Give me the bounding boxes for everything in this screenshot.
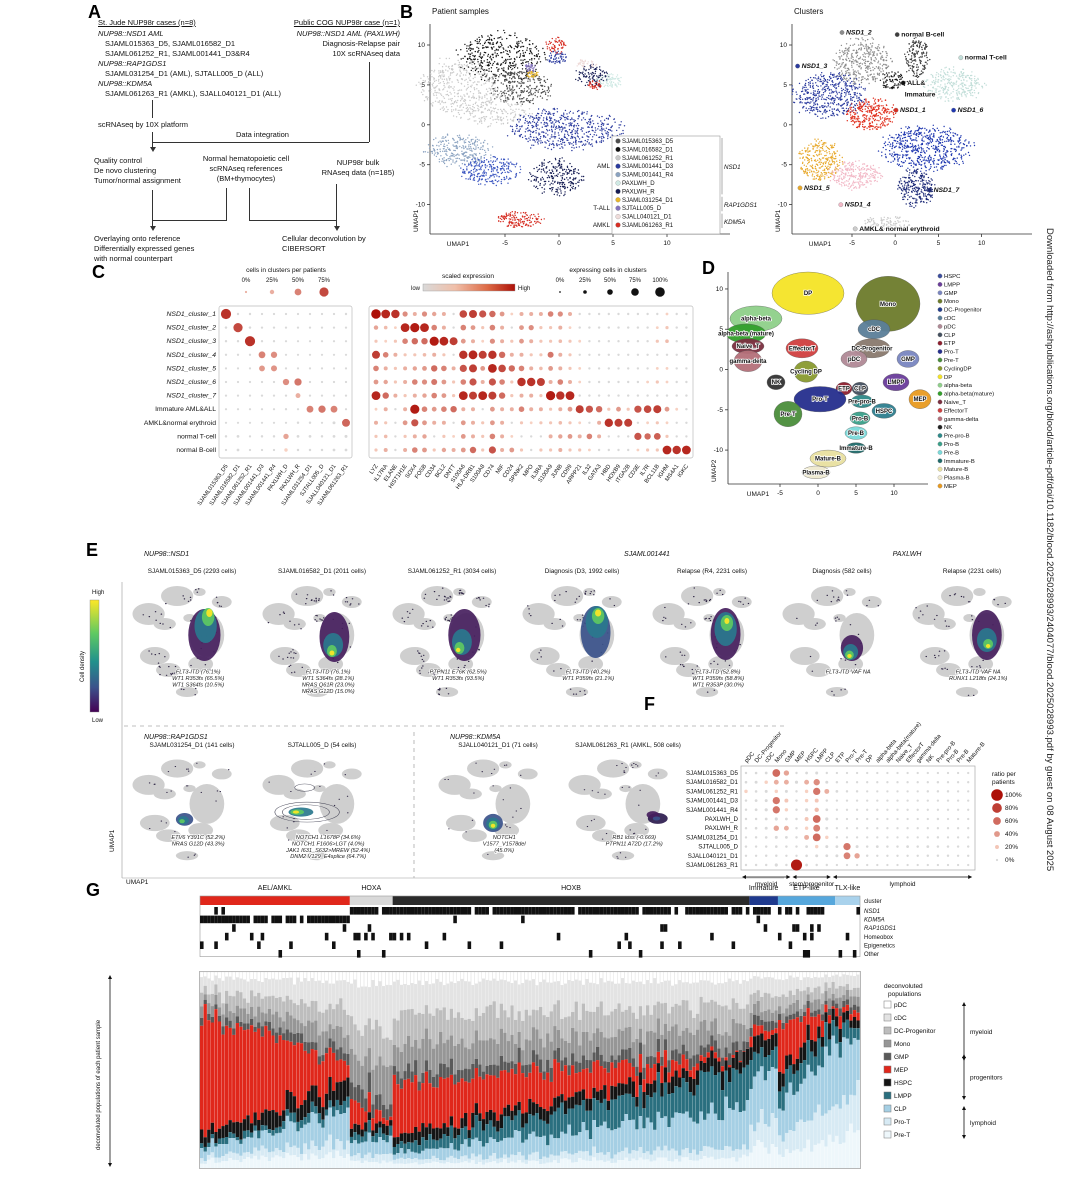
download-notice: Downloaded from http://ashpublications.o… (1044, 228, 1055, 872)
panel-d-label: D (702, 258, 715, 278)
patient-sample-legend: SJAML015363_D5SJAML016582_D1SJAML061252_… (593, 135, 757, 235)
panel-d-reference-umap: -5 0 5 101050-5-10UMAP1UMAP2DPMonoalpha-bet… (711, 271, 994, 498)
sample-line: SJAML031254_D1 (AML), SJTALL005_D (ALL) (105, 69, 264, 78)
density-plot: SJAML031254_D1 (141 cells)ETV6 Y391C (52… (132, 742, 234, 861)
svg-text:0: 0 (421, 122, 425, 129)
svg-text:-5: -5 (849, 240, 855, 247)
svg-text:-10: -10 (416, 202, 426, 209)
step-integration: Data integration (236, 130, 289, 139)
svg-text:0: 0 (783, 122, 787, 129)
sample-line: SJAML015363_D5, SJAML016582_D1 (105, 39, 236, 48)
svg-text:UMAP1: UMAP1 (809, 241, 832, 248)
panel-f-ratio-dotplot: SJAML015363_D5SJAML016582_D1SJAML061252_… (686, 721, 1022, 888)
box-overlay: Overlaying onto reference Differentially… (94, 234, 195, 263)
flow-line (152, 142, 369, 143)
panel-b-umap-charts: Patient samples-5 0 5 101050-5-10UMAP1UMAP1… (413, 7, 1032, 248)
svg-text:0: 0 (893, 240, 897, 247)
cog-case-line: 10X scRNAseq data (332, 49, 400, 58)
panel-c-dotplot: NSD1_cluster_1NSD1_cluster_2NSD1_cluster… (144, 267, 694, 507)
flow-line (249, 220, 337, 221)
flow-line (249, 188, 250, 220)
cog-case-line: Diagnosis-Relapse pair (322, 39, 400, 48)
panel-g-deconvolution-bars: AEL/AMKL HOXA HOXB Immature ETP-like TLX-like… (96, 885, 1003, 1169)
flow-line (152, 100, 153, 118)
svg-text:5: 5 (783, 82, 787, 89)
step-platform: scRNAseq by 10X platform (98, 120, 189, 129)
density-plot: Diagnosis (582 cells)FLT3-ITD VAF NA (782, 568, 882, 697)
svg-text:-10: -10 (778, 202, 788, 209)
flow-arrowhead (149, 226, 156, 231)
panel-a-flowchart: St. Jude NUP98r cases (n=8) NUP98::NSD1 … (86, 4, 406, 263)
box-bulk-rnaseq: NUP98r bulk RNAseq data (n=185) (321, 158, 395, 177)
panel-b-label: B (400, 2, 413, 22)
flow-line (152, 132, 153, 147)
density-plot: SJAML061252_R1 (3034 cells)PTPN11 E76K (… (392, 568, 496, 697)
fusion-nsd1-line: NUP98::NSD1 AML (98, 29, 164, 38)
svg-text:UMAP1: UMAP1 (447, 241, 470, 248)
svg-text:5: 5 (611, 240, 615, 247)
study-cohort-header-left: St. Jude NUP98r cases (n=8) (98, 18, 196, 27)
reference-celltype-umap: -5 0 5 101050-5-10UMAP1UMAP2DPMonoalpha-bet… (711, 271, 932, 498)
svg-text:10: 10 (418, 42, 426, 49)
svg-text:Patient samples: Patient samples (432, 7, 489, 16)
fusion-rap1gds1-line: NUP98::RAP1GDS1 (98, 59, 167, 68)
svg-text:-5: -5 (781, 162, 787, 169)
celltype-legend: HSPCLMPPGMPMonoDC-ProgenitorcDCpDCCLPETP… (937, 273, 994, 490)
sample-line: SJAML061252_R1, SJAML001441_D3&R4 (105, 49, 250, 58)
density-plot: Diagnosis (D3, 1992 cells)FLT3-ITD (40.2… (522, 568, 622, 697)
svg-text:10: 10 (780, 42, 788, 49)
cog-case-line: NUP98::NSD1 AML (PAXLWH) (296, 29, 400, 38)
density-plot: SJTALL005_D (54 cells)NOTCH1 L1678P (34.… (262, 742, 371, 861)
deconvolution-chart: AEL/AMKL HOXA HOXB Immature ETP-like TLX-like… (96, 885, 896, 1169)
density-plot: SJAML015363_D5 (2293 cells)FLT3-ITD (76.… (132, 568, 236, 697)
box-deconvolution: Cellular deconvolution by CIBERSORT (282, 234, 366, 253)
svg-text:5: 5 (421, 82, 425, 89)
flow-line (336, 220, 337, 226)
svg-text:10: 10 (663, 240, 671, 247)
svg-text:0: 0 (557, 240, 561, 247)
flow-arrowhead (333, 226, 340, 231)
flow-line (152, 220, 153, 226)
svg-text:UMAP1: UMAP1 (775, 209, 782, 232)
density-plot: SJALL040121_D1 (71 cells)NOTCH1V1577_V15… (438, 742, 538, 861)
sample-line: SJAML061263_R1 (AMKL), SJALL040121_D1 (A… (105, 89, 281, 98)
flow-line (152, 190, 153, 220)
panel-f-label: F (644, 694, 655, 714)
svg-text:5: 5 (937, 240, 941, 247)
flow-line (152, 220, 227, 221)
panel-e-label: E (86, 540, 99, 560)
svg-text:10: 10 (978, 240, 986, 247)
flow-line (369, 62, 370, 142)
svg-text:UMAP1: UMAP1 (413, 209, 420, 232)
density-plot: Relapse (2231 cells)FLT3-ITD VAF NARUNX1… (912, 568, 1012, 697)
panel-c-label: C (92, 262, 105, 282)
panel-g-label: G (86, 880, 101, 900)
box-quality-control: Quality control De novo clustering Tumor… (94, 156, 181, 185)
flow-line (336, 184, 337, 220)
box-reference: Normal hematopoietic cell scRNAseq refer… (202, 154, 290, 183)
fusion-kdm5a-line: NUP98::KDM5A (98, 79, 153, 88)
deconvoluted-populations-legend: deconvolutedpopulationspDCcDCDC-Progenit… (883, 983, 1003, 1139)
density-plot: Relapse (R4, 2231 cells)FLT3-ITD (52.8%)… (652, 568, 752, 697)
population-ratio-dotplot: SJAML015363_D5SJAML016582_D1SJAML061252_… (686, 721, 1022, 888)
study-cohort-header-right: Public COG NUP98r case (n=1) (293, 18, 400, 27)
flow-line (226, 188, 227, 220)
density-plot: SJAML016582_D1 (2011 cells)FLT3-ITD (76.… (262, 568, 366, 697)
cluster-patient-dotplot: NSD1_cluster_1NSD1_cluster_2NSD1_cluster… (144, 267, 694, 507)
svg-text:-5: -5 (502, 240, 508, 247)
flow-arrowhead (149, 147, 156, 152)
svg-text:Clusters: Clusters (794, 7, 823, 16)
panel-a-label: A (88, 2, 101, 22)
svg-text:-5: -5 (419, 162, 425, 169)
density-plot: SJAML061263_R1 (AMKL, 508 cells)RB1 loss… (568, 742, 681, 861)
